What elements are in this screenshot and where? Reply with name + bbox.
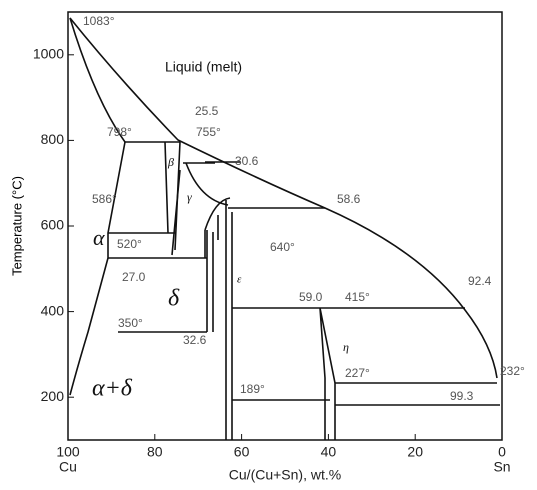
phase-label: β — [167, 155, 174, 169]
plot-frame — [67, 11, 503, 441]
phase-label: ε — [237, 274, 242, 286]
phase-label: Liquid (melt) — [165, 59, 242, 75]
x-tick-label: 40 — [321, 444, 337, 460]
x-tick-label: 100 — [56, 444, 80, 460]
annotation: 755° — [196, 125, 221, 139]
annotation: 350° — [118, 316, 143, 330]
y-tick-label: 400 — [41, 302, 65, 318]
annotation: 25.5 — [195, 104, 219, 118]
annotation: 92.4 — [468, 274, 492, 288]
annotation: 640° — [270, 240, 295, 254]
x-tick-label: 60 — [234, 444, 250, 460]
annotation: 232° — [500, 364, 525, 378]
annotation: 227° — [345, 366, 370, 380]
y-tick-label: 200 — [41, 388, 65, 404]
x-tick-label: 20 — [407, 444, 423, 460]
y-tick-label: 1000 — [33, 46, 64, 62]
phase-boundaries — [69, 17, 500, 440]
phase-label: δ — [168, 286, 180, 312]
x-tick-label: 80 — [147, 444, 163, 460]
annotation: 415° — [345, 290, 370, 304]
annotation: 189° — [240, 382, 265, 396]
annotation: 520° — [117, 237, 142, 251]
y-axis-label: Temperature (°C) — [9, 176, 24, 276]
annotation: 586° — [92, 192, 117, 206]
phase-label: α — [93, 225, 105, 250]
phase-label: γ — [187, 190, 192, 204]
y-tick-label: 800 — [41, 131, 65, 147]
end-label: Sn — [493, 459, 510, 475]
x-axis-label: Cu/(Cu+Sn), wt.% — [229, 467, 341, 483]
annotation: 99.3 — [450, 389, 474, 403]
annotation: 798° — [107, 125, 132, 139]
phase-label: α+δ — [92, 376, 133, 402]
x-tick-label: 0 — [498, 444, 506, 460]
annotation: 1083° — [83, 14, 115, 28]
annotation: 27.0 — [122, 270, 146, 284]
annotation: 32.6 — [183, 333, 207, 347]
end-label: Cu — [59, 459, 77, 475]
annotation: 58.6 — [337, 192, 361, 206]
annotation: 30.6 — [235, 154, 259, 168]
annotation: 59.0 — [299, 290, 323, 304]
y-tick-label: 600 — [41, 217, 65, 233]
phase-label: η — [343, 340, 349, 354]
